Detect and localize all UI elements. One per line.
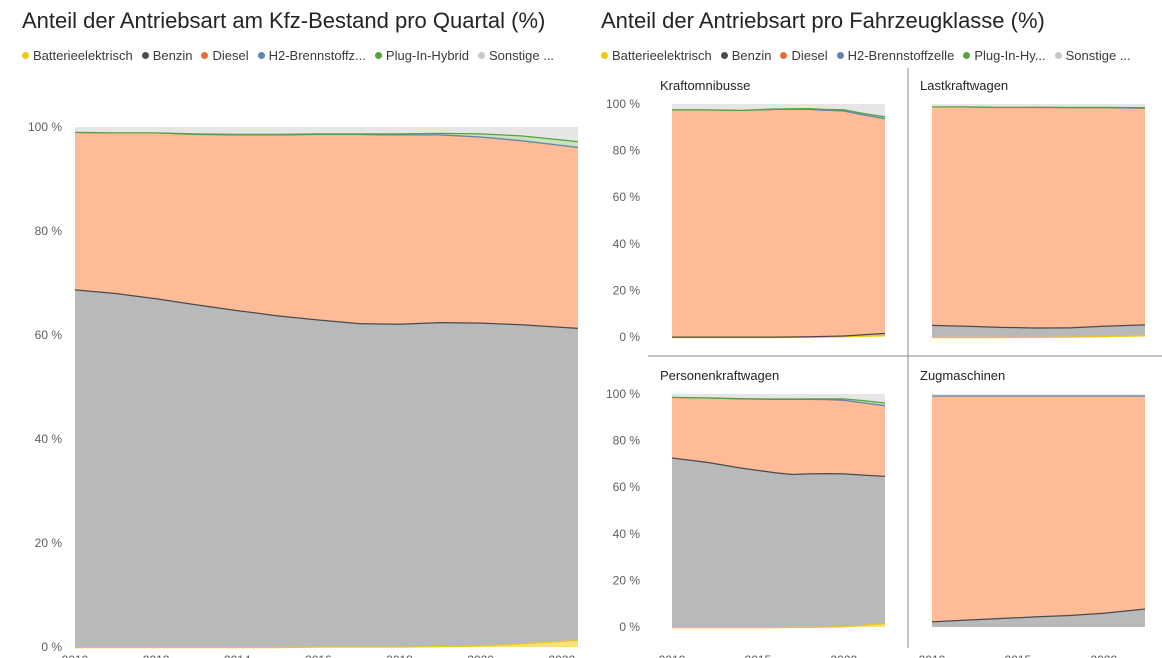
panel-personenkraftwagen-y-tick-label: 100 % <box>606 387 640 401</box>
legend-item-benzin[interactable]: Benzin <box>720 48 772 63</box>
panel-personenkraftwagen-x-tick-label: 2010 <box>659 653 686 658</box>
left-x-tick-label: 2022 <box>548 653 575 658</box>
left-chart-legend: Batterieelektrisch Benzin Diesel H2-Brennst… <box>22 48 563 63</box>
legend-label: Sonstige ... <box>489 48 555 63</box>
legend-marker <box>780 52 788 59</box>
legend-label: Plug-In-Hy... <box>974 48 1046 63</box>
right-chart-legend: Batterieelektrisch Benzin Diesel H2-Brennst… <box>601 48 1140 63</box>
panel-lastkraftwagen-area-sonstige[interactable] <box>932 104 1145 107</box>
legend-item-diesel[interactable]: Diesel <box>201 48 249 63</box>
panel-zugmaschinen-title: Zugmaschinen <box>920 368 1005 383</box>
panel-kraftomnibusse-y-tick-label: 0 % <box>619 330 640 344</box>
panel-personenkraftwagen-title: Personenkraftwagen <box>660 368 779 383</box>
legend-marker <box>141 52 149 59</box>
legend-item-h2-brennstoffzelle[interactable]: H2-Brennstoffzelle <box>836 48 955 63</box>
panel-zugmaschinen-x-tick-label: 2015 <box>1005 653 1032 658</box>
legend-marker <box>1054 52 1062 59</box>
legend-marker <box>478 52 485 59</box>
left-area-sonstige[interactable] <box>75 127 578 141</box>
left-y-tick-label: 60 % <box>35 328 63 342</box>
panel-personenkraftwagen-x-tick-label: 2020 <box>830 653 857 658</box>
legend-label: Diesel <box>212 48 249 63</box>
legend-label: Plug-In-Hybrid <box>385 48 469 63</box>
left-y-tick-label: 0 % <box>41 640 62 654</box>
panel-personenkraftwagen-y-tick-label: 80 % <box>613 434 641 448</box>
legend-marker <box>836 52 844 59</box>
panel-personenkraftwagen-y-tick-label: 20 % <box>613 573 641 587</box>
left-x-tick-label: 2018 <box>386 653 413 658</box>
panel-zugmaschinen-x-tick-label: 2020 <box>1090 653 1117 658</box>
panel-kraftomnibusse-area-batterieelektrisch[interactable] <box>672 334 885 337</box>
legend-label: Sonstige ... <box>1065 48 1131 63</box>
legend-label: Diesel <box>791 48 828 63</box>
panel-kraftomnibusse-y-tick-label: 100 % <box>606 97 640 111</box>
panel-lastkraftwagen-area-series <box>931 104 1146 339</box>
panel-kraftomnibusse-y-tick-label: 20 % <box>613 283 641 297</box>
panel-zugmaschinen-area-series <box>931 394 1146 627</box>
left-x-tick-label: 2014 <box>224 653 251 658</box>
left-x-tick-label: 2016 <box>305 653 332 658</box>
panel-personenkraftwagen-area-batterieelektrisch[interactable] <box>672 623 885 627</box>
left-y-tick-label: 100 % <box>28 120 62 134</box>
legend-marker <box>601 52 608 59</box>
panel-personenkraftwagen-area-sonstige[interactable] <box>672 394 885 403</box>
left-area-benzin[interactable] <box>75 289 578 647</box>
legend-item-h2-brennstoffzelle[interactable]: H2-Brennstoffz... <box>257 48 366 63</box>
left-x-tick-label: 2010 <box>62 653 89 658</box>
left-y-tick-label: 40 % <box>35 432 63 446</box>
legend-item-diesel[interactable]: Diesel <box>780 48 828 63</box>
panel-kraftomnibusse-y-tick-label: 60 % <box>613 190 641 204</box>
left-chart-title: Anteil der Antriebsart am Kfz-Bestand pr… <box>22 8 546 33</box>
legend-label: H2-Brennstoffzelle <box>847 48 955 63</box>
legend-label: Batterieelektrisch <box>612 48 712 63</box>
panel-personenkraftwagen-x-tick-label: 2015 <box>745 653 772 658</box>
legend-marker <box>374 52 382 59</box>
legend-item-plug-in-hybrid[interactable]: Plug-In-Hybrid <box>374 48 469 63</box>
panel-kraftomnibusse-title: Kraftomnibusse <box>660 78 750 93</box>
legend-marker <box>22 52 29 59</box>
legend-label: Benzin <box>731 48 772 63</box>
left-area-diesel[interactable] <box>75 131 578 328</box>
legend-item-batterieelektrisch[interactable]: Batterieelektrisch <box>22 48 133 63</box>
legend-item-benzin[interactable]: Benzin <box>141 48 193 63</box>
left-y-tick-label: 80 % <box>35 224 63 238</box>
panel-zugmaschinen-area-diesel[interactable] <box>932 395 1145 622</box>
panel-zugmaschinen-area-benzin[interactable] <box>932 608 1145 627</box>
legend-marker <box>963 52 971 59</box>
panel-lastkraftwagen-area-diesel[interactable] <box>932 106 1145 328</box>
panel-personenkraftwagen-y-tick-label: 40 % <box>613 527 641 541</box>
legend-label: H2-Brennstoffz... <box>268 48 366 63</box>
left-x-tick-label: 2012 <box>143 653 170 658</box>
panel-personenkraftwagen-area-series <box>671 394 886 629</box>
panel-kraftomnibusse-area-diesel[interactable] <box>672 108 885 337</box>
legend-item-batterieelektrisch[interactable]: Batterieelektrisch <box>601 48 712 63</box>
left-area-batterieelektrisch[interactable] <box>75 639 578 647</box>
panel-zugmaschinen-x-tick-label: 2010 <box>919 653 946 658</box>
panel-personenkraftwagen-area-diesel[interactable] <box>672 396 885 476</box>
panel-kraftomnibusse-area-sonstige[interactable] <box>672 104 885 117</box>
legend-marker <box>257 52 265 59</box>
legend-marker <box>720 52 728 59</box>
legend-item-plug-in-hybrid[interactable]: Plug-In-Hy... <box>963 48 1046 63</box>
legend-label: Benzin <box>152 48 193 63</box>
panel-kraftomnibusse-y-tick-label: 80 % <box>613 144 641 158</box>
right-chart-title: Anteil der Antriebsart pro Fahrzeugklass… <box>601 8 1045 33</box>
left-area-series <box>74 127 579 649</box>
panel-personenkraftwagen-y-tick-label: 0 % <box>619 620 640 634</box>
legend-item-sonstige[interactable]: Sonstige ... <box>478 48 554 63</box>
panel-personenkraftwagen-area-benzin[interactable] <box>672 457 885 627</box>
left-x-tick-label: 2020 <box>467 653 494 658</box>
left-y-tick-label: 20 % <box>35 536 63 550</box>
legend-label: Batterieelektrisch <box>33 48 133 63</box>
panel-zugmaschinen-area-sonstige[interactable] <box>932 394 1145 396</box>
panel-lastkraftwagen-title: Lastkraftwagen <box>920 78 1008 93</box>
panel-kraftomnibusse-y-tick-label: 40 % <box>613 237 641 251</box>
panel-kraftomnibusse-area-series <box>672 104 886 339</box>
panel-personenkraftwagen-y-tick-label: 60 % <box>613 480 641 494</box>
legend-marker <box>201 52 209 59</box>
legend-item-sonstige[interactable]: Sonstige ... <box>1054 48 1131 63</box>
